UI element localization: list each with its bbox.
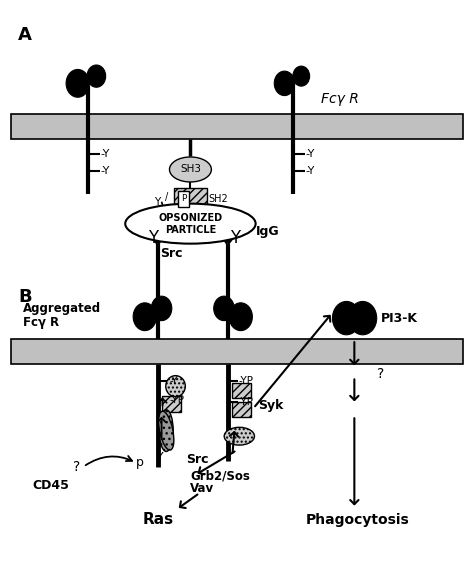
Text: Grb2/Sos: Grb2/Sos <box>191 470 250 483</box>
Text: Ras: Ras <box>142 512 173 527</box>
Text: -Y: -Y <box>305 149 314 160</box>
Text: Aggregated: Aggregated <box>23 302 101 315</box>
Text: -YP: -YP <box>169 395 184 405</box>
Ellipse shape <box>148 215 195 240</box>
Text: Src: Src <box>186 453 208 466</box>
Text: SH2: SH2 <box>208 194 228 204</box>
Text: Fcγ R: Fcγ R <box>321 91 359 105</box>
Text: -YP: -YP <box>239 396 254 407</box>
Bar <box>174 188 207 209</box>
Text: Fcγ R: Fcγ R <box>23 316 59 329</box>
Ellipse shape <box>159 411 174 450</box>
Circle shape <box>274 71 295 95</box>
Ellipse shape <box>224 428 255 445</box>
Text: -Y: -Y <box>100 166 109 176</box>
Bar <box>11 114 463 139</box>
Bar <box>232 402 251 417</box>
Circle shape <box>229 303 252 331</box>
Text: Y: Y <box>148 228 158 246</box>
Text: -Y: -Y <box>305 166 314 176</box>
Text: CD45: CD45 <box>32 479 69 492</box>
Bar <box>232 383 251 398</box>
Text: SH3: SH3 <box>180 165 201 174</box>
Text: A: A <box>18 27 32 45</box>
Circle shape <box>293 66 310 86</box>
Text: OPSONIZED: OPSONIZED <box>158 213 222 223</box>
Text: IgG: IgG <box>255 226 279 239</box>
Circle shape <box>349 301 377 335</box>
Circle shape <box>87 65 106 87</box>
Circle shape <box>214 296 234 320</box>
Text: p: p <box>136 456 144 469</box>
Circle shape <box>66 69 90 97</box>
Text: Y: Y <box>156 451 164 464</box>
Text: PI3-K: PI3-K <box>381 312 418 325</box>
Text: PARTICLE: PARTICLE <box>165 226 216 235</box>
Bar <box>11 339 463 364</box>
Ellipse shape <box>159 410 173 451</box>
Text: Phagocytosis: Phagocytosis <box>306 513 410 527</box>
Text: ?: ? <box>73 460 80 474</box>
Bar <box>163 396 181 412</box>
Text: Src: Src <box>161 246 183 259</box>
Text: -Y: -Y <box>100 149 109 160</box>
Text: Vav: Vav <box>191 482 215 495</box>
Circle shape <box>151 296 172 320</box>
Text: P: P <box>181 195 186 204</box>
Circle shape <box>133 303 156 331</box>
Ellipse shape <box>125 204 255 244</box>
Text: Syk: Syk <box>258 399 283 412</box>
Text: Y: Y <box>154 197 160 207</box>
Ellipse shape <box>170 157 211 182</box>
Text: ?: ? <box>377 367 384 381</box>
Ellipse shape <box>166 376 185 396</box>
Text: -Y: -Y <box>169 376 178 386</box>
Text: Y: Y <box>229 228 240 246</box>
Circle shape <box>332 301 360 335</box>
Text: -YP: -YP <box>239 376 254 386</box>
Text: B: B <box>18 288 32 306</box>
Text: /: / <box>165 192 168 202</box>
Bar <box>178 191 189 207</box>
